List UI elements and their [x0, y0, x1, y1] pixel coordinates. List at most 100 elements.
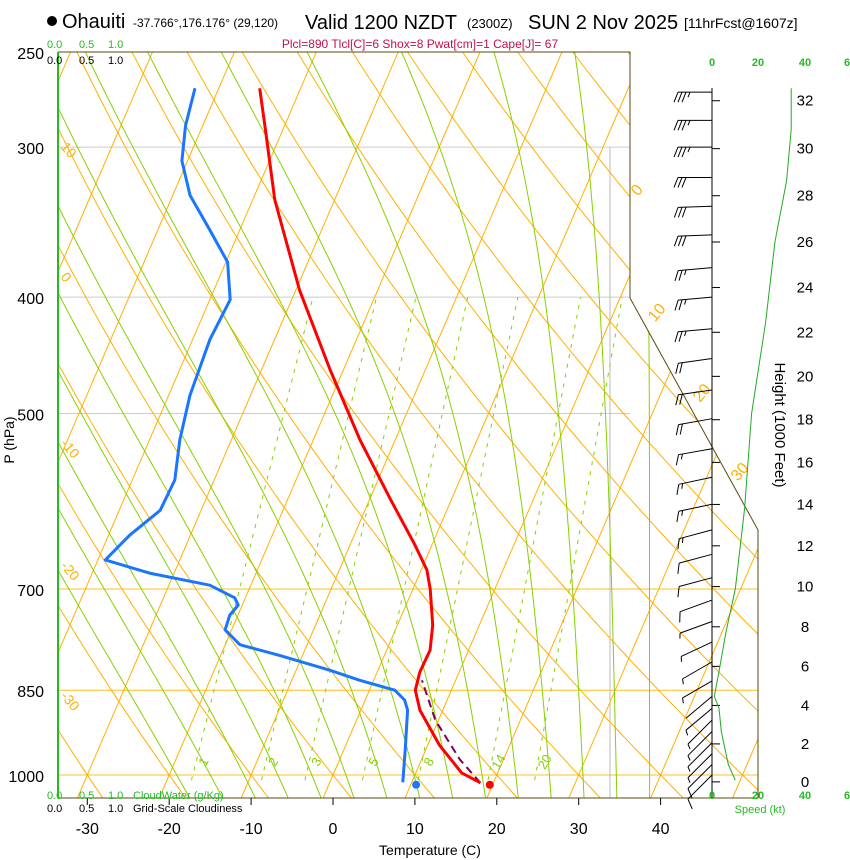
- isotherm-label: 20: [690, 381, 715, 406]
- wind-barb-shaft: [679, 577, 713, 587]
- mixing-ratio-line: [534, 297, 623, 781]
- height-tick-label: 22: [797, 324, 814, 341]
- wind-barb-flag: [681, 235, 687, 247]
- moist-adiabat-line: [136, 52, 454, 798]
- wind-barb-shaft: [687, 719, 713, 745]
- moist-adiabat-line: [487, 52, 585, 798]
- height-tick-label: 32: [797, 93, 814, 110]
- wind-barb-shaft: [682, 680, 713, 699]
- thermo-grid: [58, 52, 758, 798]
- wind-barb: [680, 641, 713, 662]
- wind-barb: [677, 529, 713, 550]
- wind-barb: [687, 764, 713, 799]
- wind-barb-flag: [679, 362, 683, 374]
- pressure-tick-label: 250: [17, 46, 44, 63]
- wind-barb-shaft: [678, 503, 713, 512]
- wind-barb-shaft: [687, 753, 713, 779]
- wind-barb: [673, 119, 712, 131]
- mixing-ratio-label: 1: [195, 755, 212, 769]
- isotherm-line: [393, 52, 736, 798]
- wind-barb-flag: [675, 363, 679, 374]
- wind-barb: [687, 719, 713, 750]
- wind-barb-flag: [687, 788, 693, 799]
- wind-barb: [687, 753, 713, 783]
- moist-adiabat-line: [58, 52, 323, 798]
- dry-adiabat-line: [284, 52, 758, 798]
- moist-adiabat-line: [295, 52, 520, 798]
- mixing-ratio-label: 5: [365, 755, 382, 769]
- wind-barb: [676, 476, 713, 496]
- station-name: Ohauiti: [62, 11, 125, 33]
- wind-barb: [685, 695, 713, 719]
- wind-barb: [674, 267, 713, 282]
- cloudwater-label: CloudWater (g/Kg): [133, 790, 224, 802]
- wind-barb: [682, 661, 713, 685]
- wind-speed-line: [713, 88, 792, 781]
- wind-barb-half-flag: [681, 510, 684, 516]
- wind-barb-flag: [673, 235, 679, 247]
- wind-barb-flag: [678, 270, 683, 281]
- wind-barb: [675, 418, 713, 436]
- cloud-axis-bottom: 0.0 0.5 1.0 CloudWater (g/Kg) 0.0 0.5 1.…: [47, 790, 243, 815]
- wind-barb-flag: [677, 120, 683, 131]
- speed-label-bottom: 0: [709, 790, 715, 802]
- temp-tick-label: -10: [240, 821, 263, 838]
- cloud-label-bottom: 0.0: [47, 790, 62, 802]
- surface-dewpoint-marker: [412, 780, 421, 789]
- height-tick-label: 0: [801, 774, 809, 791]
- wind-barb-shaft: [687, 764, 713, 789]
- wind-barb-flag: [673, 177, 679, 188]
- height-tick-label: 14: [797, 496, 814, 513]
- wind-barb-half-flag: [684, 330, 687, 337]
- mixing-ratio-line: [190, 297, 314, 781]
- station-coords: -37.766°,176.176° (29,120): [133, 16, 278, 30]
- dry-adiabat-line: [58, 52, 543, 798]
- mixing-ratio-label: 8: [421, 755, 438, 769]
- height-tick-label: 6: [801, 658, 809, 675]
- temp-tick-label: 30: [570, 821, 588, 838]
- mixing-ratio-line: [304, 297, 417, 781]
- dry-adiabat-line: [120, 52, 711, 798]
- cloud-label-top: 0.5: [79, 39, 94, 51]
- wind-barb-shaft: [685, 707, 713, 731]
- cloudiness-label-top: 0.0: [47, 55, 62, 67]
- wind-barb: [687, 774, 713, 810]
- speed-label-bottom: 40: [799, 790, 811, 802]
- x-axis-title: Temperature (C): [379, 842, 481, 858]
- cloudiness-label-top: 1.0: [108, 55, 123, 67]
- height-tick-label: 16: [797, 454, 814, 471]
- wind-barb-flag: [681, 206, 687, 218]
- height-tick-label: 12: [797, 538, 814, 555]
- wind-barb-flag: [681, 146, 687, 158]
- dry-adiabat-line: [338, 52, 758, 798]
- wind-barb-flag: [678, 331, 683, 342]
- wind-barb-shaft: [679, 529, 713, 540]
- cloud-label-bottom: 0.5: [79, 790, 94, 802]
- wind-barb-flag: [676, 484, 680, 496]
- wind-barb-shaft: [678, 389, 713, 396]
- wind-barb: [676, 503, 713, 522]
- wind-barb-flag: [681, 91, 687, 103]
- cloudiness-label-bottom: 0.0: [47, 803, 62, 815]
- pressure-tick-label: 850: [17, 684, 44, 701]
- speed-label-bottom: 20: [752, 790, 764, 802]
- wind-barb: [674, 328, 713, 343]
- wind-barb-flag: [675, 394, 679, 406]
- wind-barb: [679, 621, 713, 639]
- wind-barb: [673, 176, 712, 188]
- dry-adiabat-line: [58, 52, 206, 798]
- wind-barb-half-flag: [687, 766, 691, 772]
- wind-barb-shaft: [678, 205, 713, 208]
- dry-adiabat-line: [229, 52, 758, 798]
- temp-tick-label: -20: [158, 821, 181, 838]
- cloud-label-top: 0.0: [47, 39, 62, 51]
- wind-barb-flag: [677, 586, 680, 598]
- moist-adiabat-line: [58, 52, 389, 798]
- dry-adiabat-line: [392, 52, 758, 798]
- wind-barb-flag: [673, 146, 679, 158]
- isotherm-line: [58, 52, 245, 798]
- wind-barb-shaft: [682, 661, 713, 680]
- wind-barb-half-flag: [682, 697, 684, 704]
- valid-date: SUN 2 Nov 2025: [528, 12, 678, 34]
